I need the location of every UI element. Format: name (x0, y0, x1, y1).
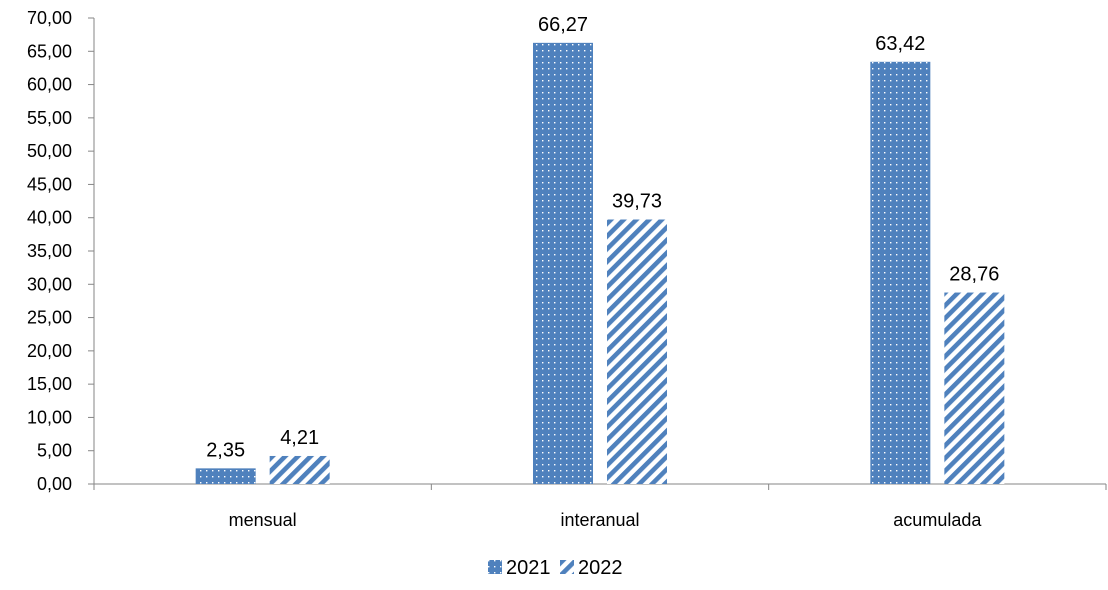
axes: 0,00 5,00 10,00 15,00 20,00 25,00 30,00 35,00 40… (27, 8, 1107, 530)
legend-label: 2021 (506, 557, 551, 579)
bar-2022-interanual (607, 219, 667, 484)
y-tick-label: 15,00 (27, 374, 72, 394)
bar-2021-mensual (195, 468, 256, 484)
data-label: 4,21 (280, 427, 319, 449)
legend: 2021 2022 (488, 557, 623, 579)
legend-swatch-2021 (488, 560, 502, 574)
y-tick-label: 70,00 (27, 8, 72, 28)
y-tick-label: 50,00 (27, 141, 72, 161)
legend-swatch-2022 (560, 560, 574, 574)
y-tick-label: 60,00 (27, 75, 72, 95)
data-label: 2,35 (206, 439, 245, 461)
data-labels: 2,35 66,27 63,42 4,21 39,73 28,76 (206, 14, 999, 462)
y-tick-label: 20,00 (27, 341, 72, 361)
bar-2021-acumulada (870, 61, 931, 484)
bars (195, 42, 1005, 484)
y-tick-label: 65,00 (27, 41, 72, 61)
y-tick-label: 35,00 (27, 241, 72, 261)
data-label: 28,76 (949, 264, 999, 286)
bar-2021-interanual (533, 42, 593, 484)
data-label: 66,27 (538, 14, 588, 36)
bar-2022-acumulada (944, 292, 1005, 484)
y-tick-label: 40,00 (27, 208, 72, 228)
x-tick-label: acumulada (893, 510, 982, 530)
y-tick-label: 55,00 (27, 108, 72, 128)
bar-2022-mensual (269, 455, 330, 484)
y-tick-label: 30,00 (27, 274, 72, 294)
data-label: 63,42 (875, 33, 925, 55)
y-tick-label: 10,00 (27, 407, 72, 427)
y-tick-label: 5,00 (37, 441, 72, 461)
y-tick-label: 25,00 (27, 308, 72, 328)
y-tick-label: 0,00 (37, 474, 72, 494)
x-tick-label: mensual (229, 510, 297, 530)
x-tick-label: interanual (560, 510, 639, 530)
legend-label: 2022 (578, 557, 623, 579)
data-label: 39,73 (612, 191, 662, 213)
y-tick-label: 45,00 (27, 174, 72, 194)
